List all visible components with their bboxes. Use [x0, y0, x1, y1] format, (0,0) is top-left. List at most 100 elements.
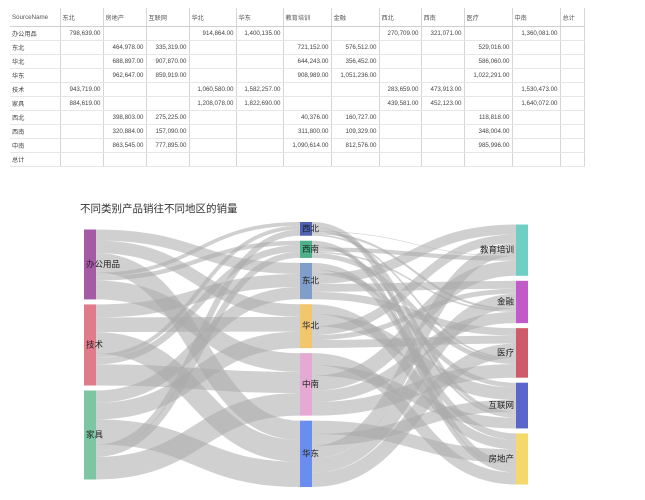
sankey-node[interactable] [300, 240, 312, 258]
column-header[interactable]: 西北 [379, 8, 422, 27]
sankey-link[interactable] [311, 231, 517, 257]
table-cell [379, 124, 422, 139]
row-header[interactable]: 中南 [10, 138, 61, 153]
table-cell [560, 68, 585, 83]
table-cell: 275,225.00 [146, 110, 190, 125]
column-header[interactable]: 总计 [560, 8, 585, 27]
sankey-node[interactable] [300, 420, 312, 487]
table-cell: 644,243.00 [283, 54, 332, 69]
table-cell [379, 138, 422, 153]
table-cell: 283,659.00 [379, 82, 422, 97]
chart-title: 不同类别产品销往不同地区的销量 [80, 203, 238, 215]
sankey-node-label: 西南 [302, 244, 319, 255]
table-cell [464, 82, 513, 97]
column-header[interactable]: 东北 [60, 8, 104, 27]
sankey-node-label: 中南 [302, 379, 319, 390]
sankey-link[interactable] [311, 353, 517, 485]
table-cell [283, 82, 332, 97]
sankey-link[interactable] [311, 311, 517, 403]
sankey-link[interactable] [311, 231, 517, 311]
sankey-node[interactable] [300, 353, 312, 416]
sankey-link[interactable] [95, 419, 301, 488]
sankey-link[interactable] [95, 240, 301, 317]
row-header[interactable]: 东北 [10, 40, 61, 55]
table-row: 华东 962,647.00 859,919.00 908,989.00 1,051,23… [10, 68, 585, 83]
table-cell [60, 138, 104, 153]
sankey-node[interactable] [516, 280, 528, 324]
sankey-link[interactable] [311, 234, 517, 360]
sankey-link[interactable] [311, 364, 517, 416]
row-header[interactable]: 总计 [10, 152, 61, 167]
column-header[interactable]: 西南 [421, 8, 465, 27]
column-header[interactable]: 教育培训 [283, 8, 332, 27]
sankey-link[interactable] [95, 316, 301, 333]
table-cell [189, 110, 237, 125]
sankey-link[interactable] [311, 251, 517, 312]
table-cell [560, 138, 585, 153]
sankey-node[interactable] [300, 222, 312, 236]
row-header[interactable]: 华北 [10, 54, 61, 69]
sankey-link[interactable] [95, 245, 301, 365]
sankey-node[interactable] [84, 390, 96, 480]
table-cell [560, 26, 585, 41]
table-row: 中南 863,545.00 777,895.00 1,090,614.00 812,57… [10, 138, 585, 153]
table-cell [421, 138, 465, 153]
sankey-link[interactable] [95, 273, 301, 318]
sankey-link[interactable] [95, 229, 301, 451]
row-header[interactable]: 技术 [10, 82, 61, 97]
column-header[interactable]: 房地产 [103, 8, 147, 27]
sankey-link[interactable] [311, 260, 517, 391]
table-cell [236, 152, 284, 167]
sankey-link[interactable] [311, 288, 517, 341]
sankey-node[interactable] [84, 304, 96, 386]
table-cell [103, 152, 147, 167]
sankey-node[interactable] [300, 304, 312, 349]
table-cell [236, 68, 284, 83]
sankey-node[interactable] [516, 328, 528, 378]
column-header[interactable]: 中南 [512, 8, 561, 27]
sankey-link[interactable] [95, 221, 301, 277]
sankey-link[interactable] [95, 251, 301, 457]
sankey-node-label: 华北 [302, 321, 320, 332]
table-cell [189, 138, 237, 153]
table-cell [379, 40, 422, 55]
column-header[interactable]: 华东 [236, 8, 284, 27]
table-cell [421, 54, 465, 69]
table-cell: 1,208,078.00 [189, 96, 237, 111]
sankey-node[interactable] [300, 262, 312, 300]
column-header[interactable]: 金融 [331, 8, 380, 27]
sankey-node[interactable] [84, 229, 96, 300]
table-cell: 1,360,081.00 [512, 26, 561, 41]
table-cell [283, 152, 332, 167]
sankey-node[interactable] [516, 224, 528, 276]
column-header[interactable]: 互联网 [146, 8, 190, 27]
table-cell [236, 40, 284, 55]
sankey-node[interactable] [516, 382, 528, 429]
sankey-node-label: 教育培训 [480, 245, 514, 256]
table-cell [560, 124, 585, 139]
sankey-link[interactable] [311, 234, 517, 336]
sankey-link[interactable] [95, 393, 301, 480]
table-header-row: SourceName 东北 房地产 互联网 华北 华东 教育培训 金融 西北 西南 医疗 中南 总计 [10, 8, 585, 27]
row-header[interactable]: 家具 [10, 96, 61, 111]
row-header[interactable]: 华东 [10, 68, 61, 83]
row-header[interactable]: 西南 [10, 124, 61, 139]
table-cell: 270,709.00 [379, 26, 422, 41]
table-cell: 398,803.00 [103, 110, 147, 125]
row-header[interactable]: 西北 [10, 110, 61, 125]
row-header[interactable]: 办公用品 [10, 26, 61, 41]
sankey-node[interactable] [516, 433, 528, 485]
table-cell [379, 68, 422, 83]
table-cell: 914,864.00 [189, 26, 237, 41]
column-header[interactable]: 华北 [189, 8, 237, 27]
table-cell [512, 54, 561, 69]
sankey-link[interactable] [311, 253, 517, 365]
sankey-link[interactable] [311, 247, 517, 261]
table-cell [60, 68, 104, 83]
table-cell [60, 152, 104, 167]
column-header[interactable]: 医疗 [464, 8, 513, 27]
sankey-link[interactable] [95, 225, 301, 358]
table-cell [560, 110, 585, 125]
sankey-link[interactable] [95, 331, 301, 420]
